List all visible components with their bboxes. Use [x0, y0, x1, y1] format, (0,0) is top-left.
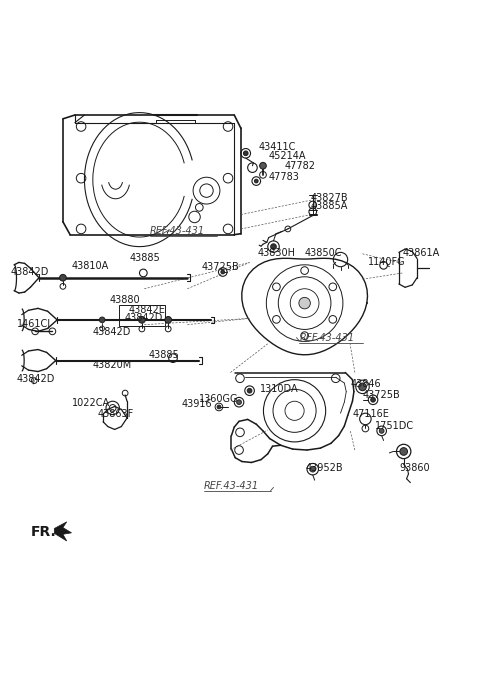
Text: 43846: 43846 — [350, 379, 381, 389]
Text: FR.: FR. — [30, 525, 56, 538]
Text: 43842D: 43842D — [93, 327, 131, 337]
Text: 1140FG: 1140FG — [368, 257, 406, 266]
Text: REF.43-431: REF.43-431 — [300, 333, 354, 343]
Circle shape — [139, 317, 145, 323]
Text: 43842D: 43842D — [10, 267, 48, 277]
Text: 43827B: 43827B — [311, 193, 348, 203]
Circle shape — [271, 244, 276, 250]
Text: 43863F: 43863F — [97, 409, 133, 419]
Text: 43842E: 43842E — [129, 305, 166, 315]
Text: 1310DA: 1310DA — [260, 384, 299, 393]
Circle shape — [221, 270, 225, 274]
Text: 43885A: 43885A — [311, 201, 348, 212]
Circle shape — [400, 447, 408, 456]
Text: 47116E: 47116E — [353, 409, 390, 419]
Circle shape — [371, 397, 375, 402]
Circle shape — [247, 388, 252, 393]
Text: REF.43-431: REF.43-431 — [150, 226, 205, 236]
Circle shape — [310, 466, 316, 472]
Text: 43842D: 43842D — [124, 313, 163, 323]
Text: 1022CA: 1022CA — [72, 399, 109, 408]
Text: 43885: 43885 — [130, 254, 161, 263]
Text: 43725B: 43725B — [362, 390, 400, 400]
Circle shape — [237, 400, 241, 405]
Text: 43725B: 43725B — [202, 262, 240, 271]
Text: 43880: 43880 — [110, 296, 141, 306]
Text: 43885: 43885 — [148, 350, 179, 360]
Text: 47783: 47783 — [269, 172, 300, 182]
Text: 43820M: 43820M — [93, 359, 132, 370]
Text: 1360GG: 1360GG — [199, 394, 239, 403]
Circle shape — [254, 179, 258, 183]
Circle shape — [359, 383, 366, 391]
Circle shape — [165, 317, 171, 323]
Text: 43952B: 43952B — [305, 464, 343, 473]
Text: 43830H: 43830H — [257, 248, 295, 258]
Circle shape — [243, 151, 248, 156]
Text: 45214A: 45214A — [269, 151, 306, 161]
Circle shape — [60, 275, 66, 281]
Polygon shape — [54, 522, 72, 541]
Text: 43916: 43916 — [181, 399, 212, 410]
Text: 43411C: 43411C — [258, 142, 296, 152]
Text: 43842D: 43842D — [17, 374, 55, 384]
Text: 43850C: 43850C — [304, 248, 342, 258]
Bar — [120, 306, 165, 325]
Circle shape — [299, 298, 311, 309]
Text: 47782: 47782 — [285, 161, 316, 171]
Text: 1751DC: 1751DC — [375, 421, 414, 431]
Circle shape — [379, 428, 384, 433]
Text: 1461CJ: 1461CJ — [17, 319, 51, 330]
Text: REF.43-431: REF.43-431 — [204, 481, 259, 491]
Circle shape — [99, 317, 105, 323]
Text: 43810A: 43810A — [72, 261, 109, 271]
Circle shape — [217, 405, 221, 409]
Text: 93860: 93860 — [399, 464, 430, 473]
Circle shape — [260, 163, 266, 169]
Text: 43861A: 43861A — [403, 248, 440, 258]
